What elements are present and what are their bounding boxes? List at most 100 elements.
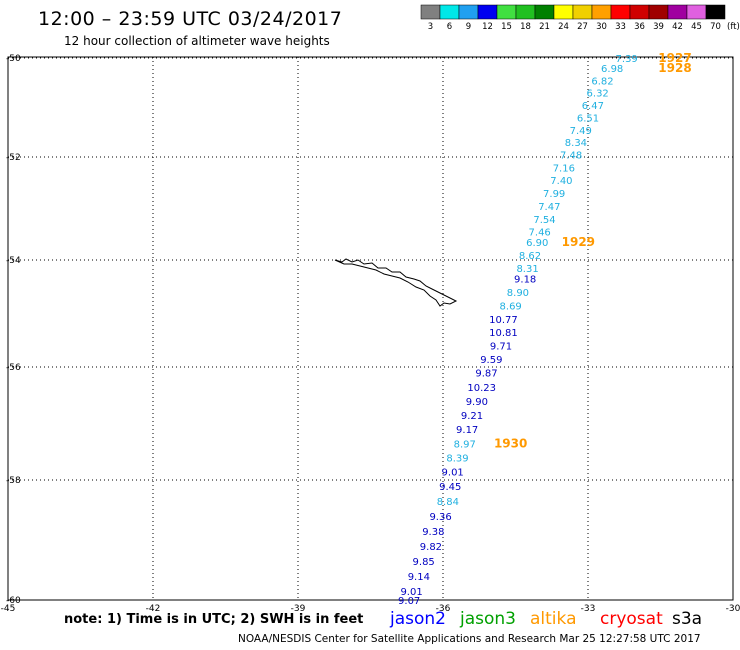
color-scale-label: 18 — [520, 22, 531, 32]
wave-height-label: 9.38 — [422, 527, 444, 538]
color-scale-label: 9 — [466, 22, 471, 32]
satellite-legend-jason3: jason3 — [460, 609, 516, 629]
color-scale-label: 24 — [558, 22, 569, 32]
wave-height-label: 9.71 — [490, 342, 512, 353]
track-time-label: 1929 — [562, 235, 595, 249]
wave-height-label: 7.16 — [553, 163, 575, 174]
wave-height-label: 7.46 — [529, 228, 551, 239]
latitude-tick-label: -50 — [6, 54, 21, 64]
color-scale-label: 27 — [577, 22, 588, 32]
map-title: 12:00 – 23:59 UTC 03/24/2017 — [38, 8, 343, 30]
color-scale-label: 30 — [596, 22, 607, 32]
wave-height-label: 8.39 — [446, 453, 468, 464]
wave-height-label: 7.54 — [533, 215, 555, 226]
color-scale-swatch — [610, 4, 631, 20]
wave-height-label: 9.90 — [466, 397, 488, 408]
color-scale-swatch — [553, 4, 574, 20]
color-scale-label: 36 — [634, 22, 645, 32]
wave-height-label: 8.90 — [507, 288, 529, 299]
color-scale-label: 70 — [710, 22, 721, 32]
wave-height-label: 9.85 — [413, 557, 435, 568]
wave-height-label: 6.82 — [591, 76, 613, 87]
color-scale-swatch — [439, 4, 460, 20]
wave-height-label: 9.07 — [398, 596, 420, 607]
color-scale-swatch — [591, 4, 612, 20]
wave-height-label: 9.87 — [475, 369, 497, 380]
color-scale-swatch — [629, 4, 650, 20]
color-scale-swatch — [420, 4, 441, 20]
color-scale-unit: (ft) — [727, 22, 740, 32]
wave-height-label: 6.51 — [577, 113, 599, 124]
longitude-tick-label: -33 — [581, 604, 596, 614]
longitude-tick-label: -42 — [146, 604, 161, 614]
track-time-label: 1930 — [494, 436, 527, 450]
color-scale-swatch — [648, 4, 669, 20]
track-time-label: 1927 — [658, 51, 691, 65]
color-scale-swatch — [686, 4, 707, 20]
color-scale-label: 39 — [653, 22, 664, 32]
wave-height-label: 6.98 — [601, 64, 623, 75]
wave-height-label: 7.48 — [560, 151, 582, 162]
wave-height-label: 7.99 — [543, 189, 565, 200]
latitude-tick-label: -54 — [6, 256, 21, 266]
wave-height-label: 9.45 — [439, 482, 461, 493]
color-scale-label: 15 — [501, 22, 512, 32]
map-subtitle: 12 hour collection of altimeter wave hei… — [64, 34, 330, 48]
wave-height-label: 10.81 — [489, 328, 518, 339]
wave-height-label: 6.32 — [587, 89, 609, 100]
wave-height-label: 9.21 — [461, 411, 483, 422]
wave-height-label: 9.14 — [408, 572, 430, 583]
wave-height-label: 7.39 — [616, 54, 638, 65]
latitude-tick-label: -60 — [6, 596, 21, 606]
color-scale-swatch — [572, 4, 593, 20]
color-scale-label: 12 — [482, 22, 493, 32]
wave-height-label: 8.69 — [500, 301, 522, 312]
color-scale-swatch — [667, 4, 688, 20]
wave-height-label: 7.47 — [538, 202, 560, 213]
wave-height-label: 8.97 — [454, 439, 476, 450]
color-scale-swatch — [477, 4, 498, 20]
color-scale-label: 3 — [428, 22, 433, 32]
wave-height-label: 9.36 — [429, 512, 451, 523]
satellite-legend-s3a: s3a — [672, 609, 703, 629]
wave-height-label: 7.40 — [550, 176, 572, 187]
wave-height-label: 6.47 — [582, 101, 604, 112]
longitude-tick-label: -39 — [291, 604, 306, 614]
wave-height-label: 9.18 — [514, 275, 536, 286]
color-scale-label: 33 — [615, 22, 626, 32]
footer-credit: NOAA/NESDIS Center for Satellite Applica… — [238, 633, 701, 645]
latitude-tick-label: -58 — [6, 476, 21, 486]
wave-height-label: 9.82 — [420, 542, 442, 553]
wave-height-label: 8.34 — [565, 138, 587, 149]
note-text: note: 1) Time is in UTC; 2) SWH is in fe… — [64, 612, 364, 627]
south-georgia-island — [334, 258, 458, 307]
color-scale-label: 45 — [691, 22, 702, 32]
satellite-legend-jason2: jason2 — [390, 609, 446, 629]
wave-height-label: 9.17 — [456, 425, 478, 436]
latitude-tick-label: -52 — [6, 153, 21, 163]
longitude-tick-label: -36 — [436, 604, 451, 614]
wave-height-label: 8.62 — [519, 251, 541, 262]
wave-height-label: 8.31 — [516, 264, 538, 275]
latitude-tick-label: -56 — [6, 363, 21, 373]
color-scale-swatch — [515, 4, 536, 20]
color-scale-swatch — [534, 4, 555, 20]
wave-height-label: 9.59 — [480, 355, 502, 366]
wave-height-label: 9.01 — [442, 468, 464, 479]
color-scale-swatch — [705, 4, 726, 20]
longitude-tick-label: -45 — [1, 604, 16, 614]
wave-height-label: 10.77 — [489, 315, 518, 326]
color-scale-label: 21 — [539, 22, 550, 32]
longitude-tick-label: -30 — [726, 604, 740, 614]
satellite-legend-altika: altika — [530, 609, 577, 629]
wave-height-label: 7.49 — [570, 126, 592, 137]
map-frame — [7, 56, 734, 601]
wave-height-label: 6.90 — [526, 238, 548, 249]
wave-height-label: 10.23 — [467, 383, 496, 394]
wave-height-label: 8.84 — [437, 497, 459, 508]
color-scale-label: 6 — [447, 22, 452, 32]
color-scale-label: 42 — [672, 22, 683, 32]
wave-height-label: 9.01 — [400, 587, 422, 598]
color-scale-swatch — [458, 4, 479, 20]
